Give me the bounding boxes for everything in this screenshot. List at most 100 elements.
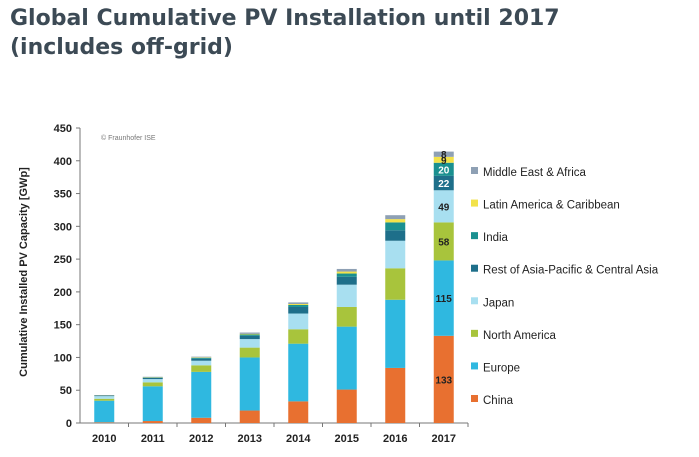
bar-segment (191, 417, 212, 423)
legend-label: Japan (483, 297, 514, 309)
bar-segment (336, 273, 357, 277)
y-tick-label: 50 (60, 385, 72, 397)
bar-segment (336, 306, 357, 327)
x-tick-label: 2010 (92, 433, 116, 445)
legend-swatch (471, 199, 478, 207)
x-tick-label: 2014 (286, 433, 311, 445)
bar-segment (191, 356, 212, 358)
legend-label: Middle East & Africa (483, 167, 587, 179)
bar-segment (288, 306, 309, 314)
bar-segment (385, 240, 406, 269)
bar-segment (191, 371, 212, 418)
data-label: 58 (438, 237, 450, 248)
y-tick-label: 0 (66, 418, 72, 430)
legend-swatch (471, 167, 478, 174)
bar-segment (288, 313, 309, 330)
legend: Middle East & Africa Latin America & Cari… (471, 167, 659, 407)
legend-label: India (483, 232, 509, 244)
bar-segment (385, 230, 406, 241)
legend-label: Latin America & Caribbean (483, 200, 620, 212)
legend-label: Europe (483, 362, 520, 374)
bar-segment (142, 386, 163, 422)
title-line-1: Global Cumulative PV Installation until … (10, 6, 560, 31)
data-label: 133 (435, 375, 452, 386)
bar-segment (94, 398, 115, 401)
legend-swatch (471, 329, 478, 337)
bar-segment (94, 396, 115, 399)
data-label: 8 (441, 150, 447, 161)
bar-segment (239, 332, 260, 334)
bar-segment (94, 395, 115, 397)
bar-segment (433, 222, 454, 261)
bar-segment (239, 347, 260, 358)
x-tick-label: 2016 (383, 433, 407, 445)
bar-segment (433, 335, 454, 423)
bar-segment (385, 222, 406, 231)
bar-segment (288, 343, 309, 402)
data-label: 20 (438, 165, 450, 176)
x-tick-label: 2012 (189, 433, 213, 445)
legend-label: North America (483, 330, 556, 342)
bar-segment (385, 215, 406, 220)
chart-title: Global Cumulative PV Installation until … (10, 4, 560, 62)
bar-segment (336, 268, 357, 272)
bars (94, 151, 454, 423)
legend-swatch (471, 232, 478, 240)
data-label: 115 (436, 294, 453, 305)
y-tick-label: 300 (54, 221, 72, 233)
legend-swatch (471, 297, 478, 305)
bar-segment (288, 401, 309, 423)
x-tick-label: 2013 (238, 433, 262, 445)
x-tick-label: 2017 (432, 433, 456, 445)
title-line-2: (includes off-grid) (10, 35, 233, 60)
bar-segment (433, 260, 454, 336)
axes: 0 50 100 150 200 250 300 350 400 450 2010 2011 2012 2… (54, 123, 469, 445)
bar-segment (94, 422, 115, 423)
bar-segment (288, 305, 309, 307)
bar-segment (191, 357, 212, 359)
bar-segment (239, 410, 260, 423)
bar-segment (433, 190, 454, 223)
bar-segment (191, 365, 212, 372)
y-axis-label: Cumulative Installed PV Capacity [GWp] (18, 167, 30, 377)
y-tick-label: 150 (54, 320, 72, 332)
bar-segment (239, 333, 260, 335)
bar-segment (239, 339, 260, 348)
legend-swatch (471, 362, 478, 370)
bar-segment (239, 334, 260, 336)
bar-segment (288, 329, 309, 344)
bar-segment (336, 271, 357, 274)
data-label: 49 (438, 202, 450, 213)
bar-segment (433, 151, 454, 157)
bar-segment (191, 358, 212, 361)
x-tick-label: 2015 (335, 433, 359, 445)
legend-swatch (471, 264, 478, 272)
y-tick-label: 350 (54, 189, 72, 201)
bar-segment (336, 389, 357, 423)
bar-segment (288, 304, 309, 305)
bar-segment (142, 377, 163, 380)
y-tick-label: 400 (54, 156, 72, 168)
data-label: 22 (438, 179, 450, 190)
credit-text: © Fraunhofer ISE (101, 134, 156, 142)
bar-segment (433, 175, 454, 191)
legend-label: China (483, 395, 514, 407)
bar-segment (239, 357, 260, 411)
bar-segment (239, 335, 260, 340)
bar-segment (288, 302, 309, 305)
bar-segment (191, 360, 212, 366)
y-tick-label: 100 (54, 352, 72, 364)
legend-swatch (471, 395, 478, 402)
bar-segment (433, 156, 454, 163)
bar-segment (385, 299, 406, 368)
bar-segment (142, 379, 163, 383)
x-tick-label: 2011 (141, 433, 165, 445)
bar-segment (94, 400, 115, 423)
bar-segment (336, 326, 357, 390)
bar-segment (385, 367, 406, 423)
y-tick-label: 450 (54, 123, 72, 135)
bar-segment (433, 162, 454, 176)
y-tick-label: 200 (54, 287, 72, 299)
